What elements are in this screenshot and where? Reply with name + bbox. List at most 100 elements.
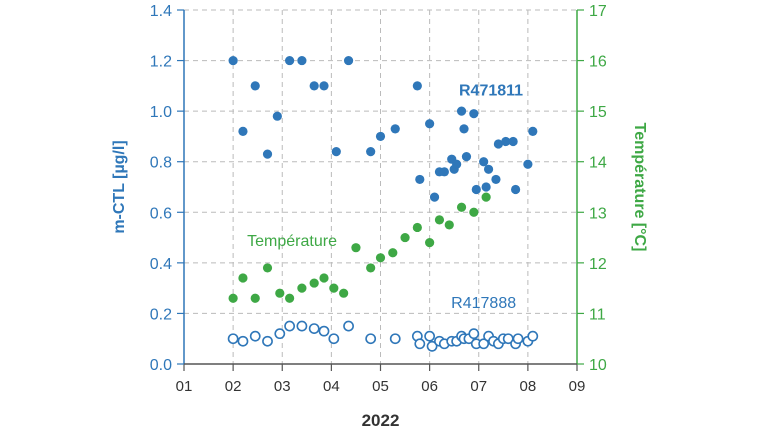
x-tick-label: 03 (274, 378, 291, 395)
data-point (375, 253, 386, 263)
data-point (456, 106, 467, 116)
data-point (493, 139, 503, 149)
data-point (343, 320, 354, 332)
data-point (429, 192, 440, 202)
data-point (388, 248, 398, 258)
data-point (510, 184, 521, 195)
data-point (274, 328, 286, 340)
y-left-tick-label: 1.2 (150, 54, 172, 71)
annotations: R471811 Température R417888 (247, 83, 523, 312)
y-right-tick-label: 16 (589, 54, 607, 71)
data-point (459, 124, 469, 134)
data-point (471, 184, 481, 195)
data-point (527, 330, 539, 342)
data-point (285, 55, 295, 66)
x-tick-label: 01 (176, 378, 193, 395)
x-tick-label: 05 (372, 378, 389, 395)
data-point (508, 136, 518, 147)
x-axis-label: 2022 (362, 411, 400, 430)
series-annotation: R471811 (459, 83, 523, 100)
data-point (339, 288, 349, 298)
data-point (237, 335, 249, 347)
data-point (400, 232, 410, 243)
data-point (250, 81, 260, 91)
data-point (343, 55, 354, 66)
data-point (365, 333, 377, 345)
data-point (238, 273, 248, 283)
data-point (366, 263, 376, 273)
data-point (319, 81, 329, 91)
ticks: 01 02 03 04 05 06 07 08 09 0.0 0.2 0.4 0.6 0.8 1.0 1.2 1… (150, 3, 607, 395)
data-point (262, 335, 273, 347)
y-right-tick-label: 14 (589, 155, 607, 172)
series-annotation: Température (247, 233, 337, 250)
data-point (481, 182, 491, 192)
data-point (331, 147, 341, 157)
data-point (318, 325, 330, 337)
data-point (262, 263, 273, 273)
x-tick-label: 06 (421, 378, 438, 395)
data-point (296, 320, 308, 332)
x-tick-label: 02 (225, 378, 242, 395)
data-point (412, 81, 422, 91)
data-point (308, 323, 320, 334)
data-point (412, 222, 422, 233)
y-right-tick-label: 11 (589, 306, 606, 323)
data-point (228, 293, 238, 303)
data-point (319, 273, 329, 283)
data-point (329, 283, 339, 293)
data-point (468, 328, 480, 340)
data-point (285, 293, 295, 303)
y-axis-label-left: m-CTL [µg/l] (111, 140, 128, 233)
x-tick-label: 09 (569, 378, 586, 395)
series-1 (228, 192, 491, 303)
y-right-tick-label: 15 (589, 104, 607, 121)
data-point (389, 333, 401, 345)
data-point (309, 278, 319, 288)
x-tick-label: 08 (520, 378, 537, 395)
data-point (481, 192, 491, 202)
data-marks (227, 55, 539, 352)
y-left-tick-label: 0.4 (150, 256, 172, 273)
y-left-tick-label: 1.4 (150, 3, 172, 20)
data-point (328, 333, 340, 345)
series-annotation: R417888 (451, 295, 516, 312)
data-point (238, 126, 248, 136)
data-point (479, 157, 489, 167)
y-right-tick-label: 13 (589, 205, 607, 222)
data-point (523, 159, 533, 169)
x-tick-label: 04 (323, 378, 340, 395)
data-point (227, 333, 239, 345)
data-point (351, 243, 361, 253)
y-right-tick-label: 17 (589, 3, 607, 20)
y-axis-label-right: Température [°C] (631, 123, 648, 252)
y-right-tick-label: 10 (589, 357, 607, 374)
data-point (469, 207, 479, 217)
y-left-tick-label: 0.6 (150, 205, 172, 222)
data-point (297, 283, 307, 293)
data-point (309, 81, 319, 91)
data-point (249, 330, 261, 342)
data-point (228, 55, 238, 66)
data-point (272, 111, 282, 121)
data-point (461, 152, 472, 162)
data-point (425, 238, 435, 248)
data-point (414, 338, 426, 350)
y-right-tick-label: 12 (589, 256, 607, 273)
data-point (297, 55, 307, 66)
data-point (424, 330, 436, 342)
data-point (426, 340, 438, 352)
data-point (434, 215, 445, 225)
data-point (478, 338, 490, 350)
data-point (439, 167, 449, 177)
series-0 (228, 55, 538, 202)
data-point (284, 320, 296, 332)
data-point (456, 202, 467, 212)
data-point (390, 124, 400, 134)
data-point (415, 174, 425, 185)
y-left-tick-label: 0.8 (150, 155, 172, 172)
data-point (483, 164, 494, 174)
data-point (275, 288, 285, 298)
data-point (491, 174, 501, 185)
